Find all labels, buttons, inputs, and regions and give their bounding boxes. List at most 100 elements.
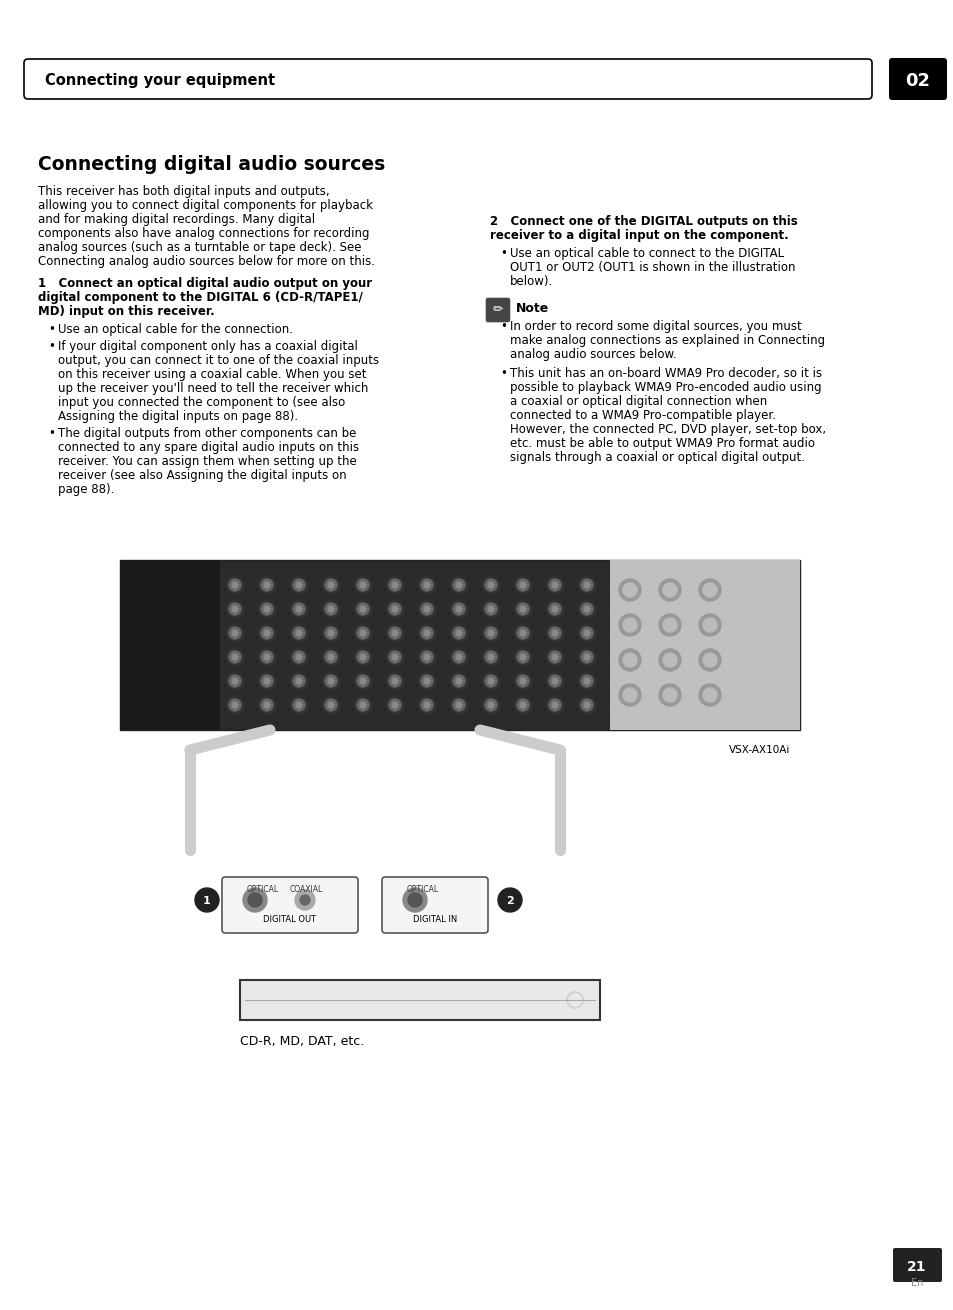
Circle shape [229, 579, 241, 591]
Text: up the receiver you'll need to tell the receiver which: up the receiver you'll need to tell the … [58, 383, 368, 396]
Circle shape [328, 582, 334, 588]
Text: Assigning the digital inputs on page 88).: Assigning the digital inputs on page 88)… [58, 410, 297, 423]
Circle shape [769, 576, 787, 593]
Text: below).: below). [510, 275, 553, 288]
Circle shape [359, 607, 366, 612]
Text: 21: 21 [906, 1260, 925, 1275]
Circle shape [583, 702, 589, 707]
Circle shape [517, 627, 529, 639]
Circle shape [293, 579, 305, 591]
Circle shape [386, 600, 403, 618]
Text: •: • [48, 341, 55, 352]
Text: Connecting your equipment: Connecting your equipment [45, 73, 274, 88]
Text: 2   Connect one of the DIGITAL outputs on this: 2 Connect one of the DIGITAL outputs on … [490, 215, 797, 228]
Circle shape [699, 579, 720, 601]
Text: Connecting digital audio sources: Connecting digital audio sources [38, 155, 385, 174]
Circle shape [545, 696, 563, 714]
Text: 02: 02 [904, 72, 929, 90]
Circle shape [616, 679, 621, 684]
Circle shape [613, 579, 624, 591]
Circle shape [738, 624, 755, 642]
Circle shape [775, 630, 781, 635]
Circle shape [618, 648, 640, 671]
Circle shape [295, 702, 302, 707]
Text: In order to record some digital sources, you must: In order to record some digital sources,… [510, 320, 801, 333]
Circle shape [328, 630, 334, 635]
Circle shape [740, 579, 752, 591]
Circle shape [552, 702, 558, 707]
Circle shape [738, 648, 755, 665]
Circle shape [257, 672, 275, 690]
Text: CD-R, MD, DAT, etc.: CD-R, MD, DAT, etc. [240, 1035, 364, 1048]
Circle shape [769, 624, 787, 642]
Circle shape [229, 700, 241, 711]
Circle shape [708, 627, 720, 639]
Circle shape [232, 654, 237, 660]
Circle shape [514, 600, 532, 618]
Circle shape [420, 700, 433, 711]
Text: and for making digital recordings. Many digital: and for making digital recordings. Many … [38, 214, 314, 227]
Circle shape [673, 624, 691, 642]
Circle shape [453, 700, 464, 711]
Circle shape [264, 654, 270, 660]
Circle shape [264, 679, 270, 684]
Circle shape [702, 583, 717, 597]
Text: •: • [499, 248, 506, 259]
Circle shape [580, 651, 593, 663]
Circle shape [708, 675, 720, 686]
Circle shape [450, 576, 468, 593]
Circle shape [580, 579, 593, 591]
Circle shape [293, 675, 305, 686]
Circle shape [677, 651, 688, 663]
Circle shape [548, 675, 560, 686]
Circle shape [705, 576, 723, 593]
Circle shape [356, 627, 369, 639]
Text: This unit has an on-board WMA9 Pro decoder, so it is: This unit has an on-board WMA9 Pro decod… [510, 367, 821, 380]
Circle shape [261, 627, 273, 639]
Circle shape [359, 654, 366, 660]
Circle shape [552, 630, 558, 635]
Circle shape [325, 603, 336, 614]
Circle shape [420, 627, 433, 639]
Circle shape [580, 627, 593, 639]
FancyBboxPatch shape [485, 297, 510, 322]
Circle shape [641, 696, 659, 714]
Circle shape [769, 672, 787, 690]
Circle shape [423, 630, 430, 635]
Circle shape [264, 607, 270, 612]
Circle shape [578, 672, 596, 690]
Text: Note: Note [516, 303, 549, 314]
Text: However, the connected PC, DVD player, set-top box,: However, the connected PC, DVD player, s… [510, 423, 825, 436]
Text: on this receiver using a coaxial cable. When you set: on this receiver using a coaxial cable. … [58, 368, 366, 381]
Circle shape [775, 702, 781, 707]
Circle shape [772, 627, 784, 639]
Circle shape [677, 627, 688, 639]
Circle shape [708, 603, 720, 614]
Circle shape [261, 603, 273, 614]
Circle shape [677, 700, 688, 711]
Circle shape [481, 576, 499, 593]
Circle shape [679, 702, 685, 707]
Circle shape [613, 603, 624, 614]
Circle shape [488, 582, 494, 588]
Circle shape [290, 624, 308, 642]
Circle shape [290, 696, 308, 714]
Circle shape [613, 651, 624, 663]
Circle shape [677, 579, 688, 591]
Circle shape [616, 630, 621, 635]
Circle shape [583, 630, 589, 635]
Circle shape [699, 614, 720, 635]
Circle shape [641, 624, 659, 642]
Circle shape [226, 672, 244, 690]
Circle shape [456, 702, 461, 707]
Circle shape [420, 603, 433, 614]
Circle shape [659, 614, 680, 635]
Circle shape [609, 696, 627, 714]
Circle shape [392, 630, 397, 635]
Circle shape [545, 624, 563, 642]
Circle shape [740, 675, 752, 686]
Circle shape [743, 654, 749, 660]
Circle shape [738, 576, 755, 593]
Circle shape [699, 648, 720, 671]
Circle shape [389, 579, 400, 591]
